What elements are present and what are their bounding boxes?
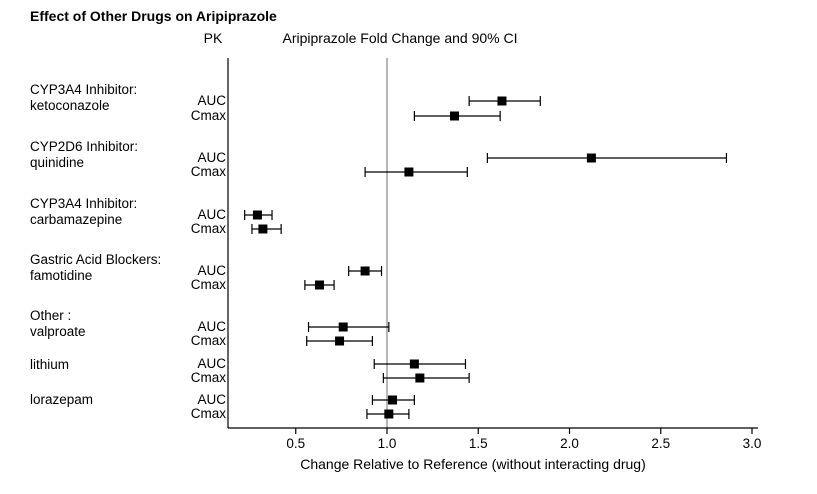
x-tick-label: 2.0	[560, 436, 579, 451]
estimate-marker	[409, 359, 419, 369]
metric-label-cmax: Cmax	[190, 108, 226, 123]
estimate-marker	[497, 96, 507, 106]
group-label: ketoconazole	[30, 98, 110, 113]
pk-column-header: PK	[203, 30, 223, 46]
group-label: valproate	[30, 324, 86, 339]
group-label: lithium	[30, 357, 70, 372]
x-tick-label: 1.5	[469, 436, 488, 451]
x-tick-label: 2.5	[651, 436, 670, 451]
metric-label-auc: AUC	[197, 392, 226, 407]
metric-label-auc: AUC	[197, 263, 226, 278]
figure-title: Effect of Other Drugs on Aripiprazole	[30, 8, 277, 24]
group-label: famotidine	[30, 268, 93, 283]
x-tick-label: 1.0	[378, 436, 397, 451]
group-label: CYP3A4 Inhibitor:	[30, 82, 138, 97]
estimate-marker	[360, 266, 370, 276]
metric-label-cmax: Cmax	[190, 277, 226, 292]
metric-label-cmax: Cmax	[190, 164, 226, 179]
metric-label-auc: AUC	[197, 93, 226, 108]
estimate-marker	[258, 224, 268, 234]
group-label: carbamazepine	[30, 212, 123, 227]
metric-label-auc: AUC	[197, 150, 226, 165]
estimate-marker	[314, 280, 324, 290]
group-label: lorazepam	[30, 392, 94, 407]
metric-label-cmax: Cmax	[190, 370, 226, 385]
group-label: quinidine	[30, 155, 85, 170]
metric-label-cmax: Cmax	[190, 406, 226, 421]
plot-header: Aripiprazole Fold Change and 90% CI	[282, 30, 518, 46]
x-tick-label: 3.0	[743, 436, 762, 451]
estimate-marker	[338, 322, 348, 332]
metric-label-auc: AUC	[197, 207, 226, 222]
estimate-marker	[415, 373, 425, 383]
estimate-marker	[450, 111, 460, 121]
estimate-marker	[586, 153, 596, 163]
group-label: CYP2D6 Inhibitor:	[30, 139, 139, 154]
metric-label-auc: AUC	[197, 356, 226, 371]
estimate-marker	[384, 409, 394, 419]
group-label: CYP3A4 Inhibitor:	[30, 196, 138, 211]
estimate-marker	[404, 167, 414, 177]
metric-label-cmax: Cmax	[190, 333, 226, 348]
group-label: Other :	[30, 308, 72, 323]
estimate-marker	[252, 210, 262, 220]
x-axis-label: Change Relative to Reference (without in…	[300, 456, 646, 472]
metric-label-cmax: Cmax	[190, 221, 226, 236]
group-label: Gastric Acid Blockers:	[30, 252, 162, 267]
estimate-marker	[335, 336, 345, 346]
estimate-marker	[387, 395, 397, 405]
metric-label-auc: AUC	[197, 319, 226, 334]
x-tick-label: 0.5	[286, 436, 305, 451]
